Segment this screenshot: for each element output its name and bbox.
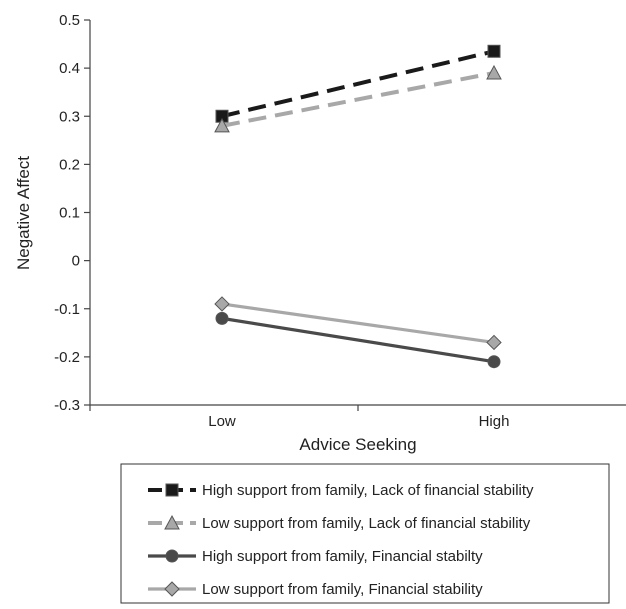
legend-marker: [164, 581, 180, 597]
series-line: [221, 70, 495, 128]
y-axis-label: Negative Affect: [14, 156, 33, 270]
legend-marker: [164, 514, 180, 530]
legend-box: [120, 463, 610, 604]
series-line: [221, 316, 495, 364]
y-tick-label: -0.2: [54, 349, 80, 366]
y-tick-label: 0.5: [59, 12, 80, 29]
legend-label: Low support from family, Lack of financi…: [202, 515, 531, 532]
legend-item: Low support from family, Lack of financi…: [148, 514, 531, 532]
series-line: [221, 49, 495, 119]
y-tick-label: 0.4: [59, 60, 80, 77]
y-tick-label: 0: [72, 253, 80, 270]
plot-area: -0.3 -0.2 -0.1 0 0.1 0.2 0.3 0.4 0.5 Low High: [54, 12, 626, 430]
data-point: [214, 296, 230, 312]
data-point: [487, 44, 501, 58]
legend-label: High support from family, Lack of financ…: [202, 482, 534, 499]
series-line: [221, 302, 495, 345]
x-axis-label: Advice Seeking: [299, 435, 416, 454]
legend-label: High support from family, Financial stab…: [202, 548, 483, 565]
y-tick-label: 0.2: [59, 156, 80, 173]
data-point: [487, 355, 501, 369]
data-point: [215, 311, 229, 325]
data-point: [486, 334, 502, 351]
x-tick-label: High: [479, 413, 510, 430]
legend-label: Low support from family, Financial stabi…: [202, 581, 483, 598]
legend-marker: [165, 549, 179, 563]
legend-item: High support from family, Financial stab…: [148, 548, 483, 565]
y-tick-label: 0.3: [59, 108, 80, 125]
series-2: [214, 64, 502, 133]
series-1: [215, 44, 501, 123]
legend: High support from family, Lack of financ…: [120, 463, 610, 604]
series-3: [215, 311, 501, 369]
legend-marker: [165, 483, 179, 497]
y-tick-label: 0.1: [59, 205, 80, 222]
legend-item: High support from family, Lack of financ…: [148, 482, 534, 499]
x-tick-label: Low: [208, 413, 236, 430]
y-tick-label: -0.1: [54, 301, 80, 318]
legend-item: Low support from family, Financial stabi…: [148, 581, 483, 598]
series-4: [214, 296, 502, 351]
data-point: [486, 64, 502, 80]
data-point: [214, 117, 230, 133]
y-tick-label: -0.3: [54, 397, 80, 414]
